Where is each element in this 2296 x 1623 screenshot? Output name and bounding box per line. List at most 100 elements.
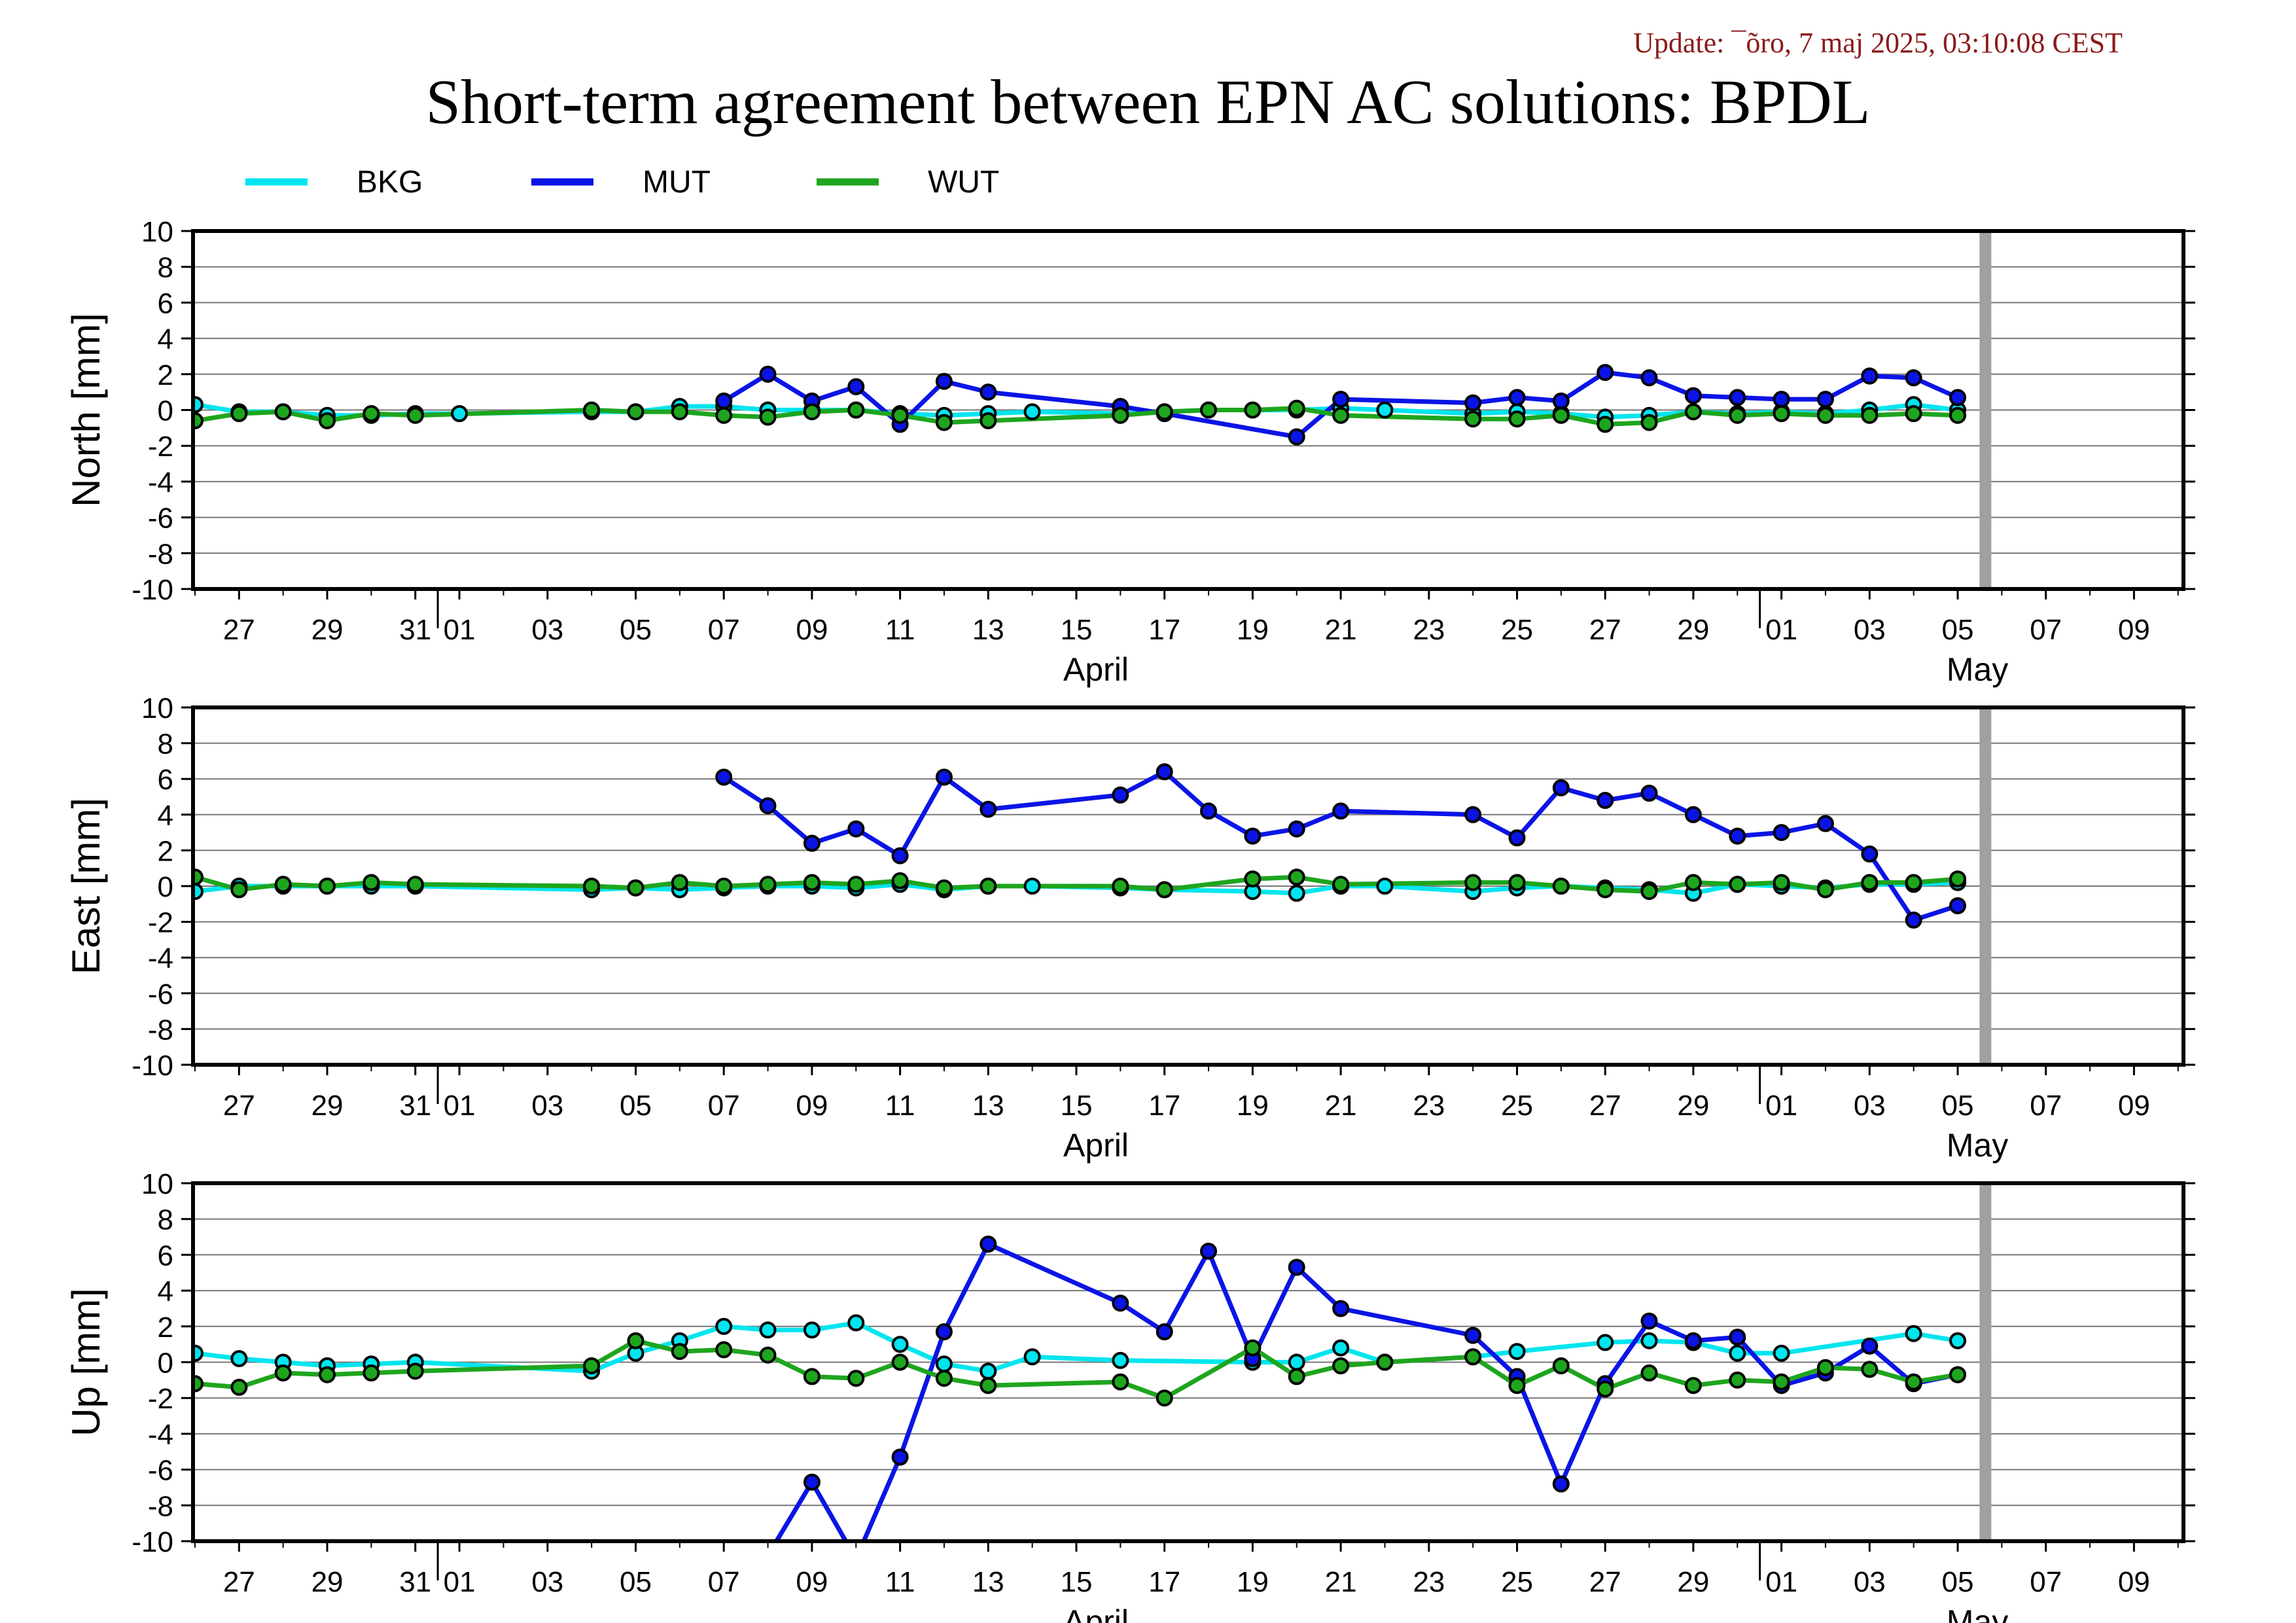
x-tick-label: 17	[1148, 1566, 1180, 1598]
x-tick-label: 01	[444, 1090, 476, 1122]
point-wut	[1332, 406, 1350, 424]
point-wut	[1905, 874, 1922, 891]
point-mut	[1949, 897, 1966, 914]
point-mut	[1288, 1258, 1305, 1276]
point-wut	[1244, 401, 1262, 419]
panel-2: 10 8 6 42 0 -2-4 -6 -8 -10 27 29 31 01 03 05 07 09 11 13 15…	[64, 692, 2195, 1164]
point-wut	[1640, 1364, 1658, 1382]
x-tick-label: 25	[1501, 1090, 1533, 1122]
point-wut	[1552, 406, 1570, 424]
y-tick-label: 4	[158, 323, 173, 355]
point-wut	[1112, 406, 1129, 424]
month-label: May	[1947, 1127, 2008, 1164]
point-mut	[1332, 391, 1350, 408]
x-tick-label: 03	[1854, 1566, 1886, 1598]
point-mut	[1640, 785, 1658, 802]
point-mut	[1861, 367, 1879, 385]
point-bkg	[1376, 878, 1394, 895]
point-wut	[1156, 881, 1173, 899]
month-label: May	[1947, 1603, 2008, 1623]
y-axis-label: East [mm]	[64, 798, 108, 974]
point-mut	[847, 820, 865, 838]
x-tick-label: 01	[1765, 1090, 1797, 1122]
x-tick-label: 05	[620, 1090, 652, 1122]
x-tick-label: 01	[1765, 1566, 1797, 1598]
point-bkg	[803, 1321, 821, 1339]
x-tick-label: 23	[1413, 1090, 1445, 1122]
x-tick-label: 09	[796, 1090, 828, 1122]
point-wut	[803, 1368, 821, 1385]
point-bkg	[1112, 1351, 1129, 1369]
point-mut	[1597, 792, 1614, 809]
x-tick-label: 09	[796, 1566, 828, 1598]
point-mut	[715, 392, 733, 410]
y-tick-label: -4	[148, 1419, 173, 1451]
point-wut	[1508, 410, 1526, 428]
point-wut	[1332, 876, 1350, 893]
point-wut	[891, 406, 909, 424]
x-tick-label: 03	[1854, 614, 1886, 646]
point-mut	[1508, 389, 1526, 406]
point-mut	[1640, 369, 1658, 387]
point-wut	[1729, 876, 1746, 893]
point-wut	[583, 1357, 601, 1374]
point-wut	[715, 406, 733, 424]
point-wut	[406, 876, 424, 893]
y-tick-label: -8	[148, 1490, 173, 1522]
x-tick-label: 03	[531, 1090, 563, 1122]
point-bkg	[1023, 1348, 1041, 1366]
x-tick-label: 23	[1413, 614, 1445, 646]
y-tick-label: 10	[141, 216, 173, 248]
x-tick-label: 03	[531, 614, 563, 646]
point-wut	[1861, 406, 1879, 424]
point-bkg	[1773, 1344, 1790, 1362]
plot-frame	[191, 705, 2185, 1067]
x-tick-label: 19	[1237, 1566, 1269, 1598]
x-tick-label: 27	[223, 1566, 255, 1598]
point-mut	[980, 1236, 997, 1253]
series-line-wut	[194, 406, 1958, 427]
point-wut	[1200, 401, 1217, 419]
x-tick-label: 07	[708, 614, 740, 646]
point-mut	[1552, 392, 1570, 410]
point-wut	[1464, 874, 1482, 891]
point-wut	[1288, 399, 1305, 417]
y-tick-label: -4	[148, 942, 173, 974]
point-wut	[980, 1377, 997, 1395]
x-tick-label: 17	[1148, 614, 1180, 646]
point-wut	[671, 403, 688, 421]
point-mut	[1905, 369, 1922, 387]
point-wut	[1156, 403, 1173, 421]
point-wut	[1597, 881, 1614, 899]
point-mut	[803, 834, 821, 852]
point-wut	[935, 414, 953, 431]
point-wut	[1773, 1373, 1790, 1391]
point-mut	[1861, 1337, 1879, 1355]
point-wut	[362, 405, 380, 422]
point-mut	[1729, 389, 1746, 406]
point-bkg	[1949, 1332, 1966, 1349]
x-tick-label: 25	[1501, 614, 1533, 646]
point-wut	[1597, 1380, 1614, 1398]
point-mut	[1640, 1312, 1658, 1330]
y-tick-label: 0	[158, 395, 173, 427]
point-wut	[847, 876, 865, 893]
x-tick-label: 09	[796, 614, 828, 646]
point-mut	[1200, 802, 1217, 820]
point-wut	[230, 1378, 248, 1396]
point-mut	[1905, 911, 1922, 929]
point-wut	[1288, 1368, 1305, 1385]
point-bkg	[1729, 1344, 1746, 1362]
point-mut	[1156, 763, 1173, 781]
point-wut	[627, 879, 645, 897]
legend-item-bkg: BKG	[245, 165, 423, 200]
x-tick-label: 29	[1677, 614, 1709, 646]
series-line-mut	[773, 1241, 1958, 1541]
x-tick-label: 05	[1942, 1090, 1974, 1122]
y-tick-label: 6	[158, 764, 173, 796]
x-tick-label: 15	[1061, 1090, 1093, 1122]
point-wut	[627, 1332, 645, 1349]
point-mut	[847, 378, 865, 395]
x-tick-label: 05	[1942, 1566, 1974, 1598]
